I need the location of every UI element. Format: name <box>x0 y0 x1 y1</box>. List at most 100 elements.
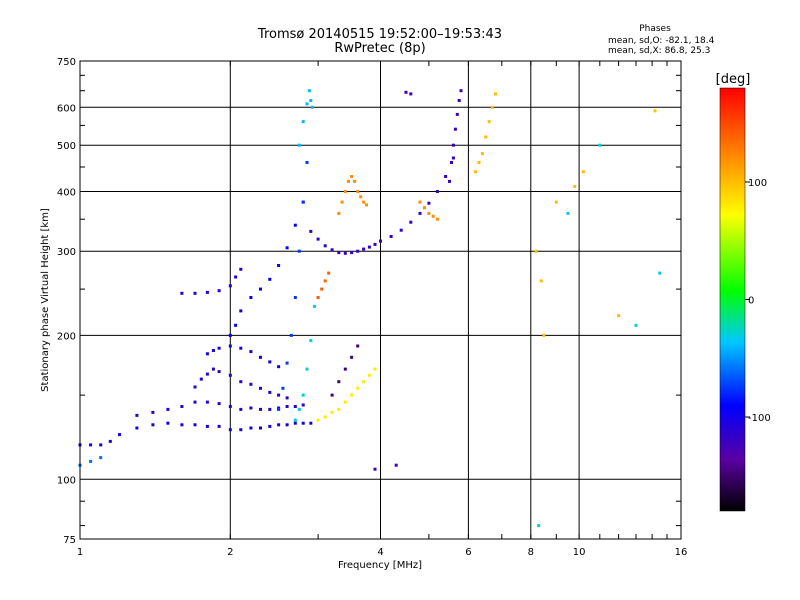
y-tick-label: 600 <box>57 103 76 114</box>
data-point <box>457 99 461 102</box>
colorbar-label: [deg] <box>716 72 751 87</box>
x-tick-label: 1 <box>77 547 83 558</box>
data-point <box>581 170 585 174</box>
data-point <box>418 200 422 204</box>
data-point <box>451 143 455 147</box>
data-point <box>490 105 494 109</box>
data-point <box>180 405 184 408</box>
data-point <box>484 135 488 139</box>
data-point <box>435 217 439 221</box>
data-point <box>362 200 366 204</box>
data-point <box>151 423 155 427</box>
data-point <box>658 271 662 275</box>
data-point <box>367 373 371 377</box>
data-point <box>297 407 301 411</box>
data-point <box>554 200 558 204</box>
data-point <box>617 314 621 318</box>
data-point <box>539 279 543 283</box>
colorbar-tick-label: 100 <box>748 178 767 189</box>
data-point <box>99 456 103 460</box>
data-point <box>249 406 253 410</box>
data-point <box>435 190 439 193</box>
data-point <box>313 304 316 308</box>
data-point <box>450 161 453 164</box>
colorbar <box>719 87 746 512</box>
x-tick-label: 4 <box>377 547 383 558</box>
data-point <box>268 390 272 394</box>
ticks-layer: 1 2 4 6 8 10 16 75 100 200 300 400 500 600 750 <box>57 57 687 558</box>
x-tick-label: 16 <box>675 547 688 558</box>
data-point <box>217 370 221 374</box>
colorbar-tick-label: -100 <box>748 413 771 424</box>
data-point <box>118 433 121 437</box>
data-point <box>305 161 309 164</box>
data-point <box>320 287 324 291</box>
data-point <box>277 264 281 267</box>
data-point <box>285 361 289 365</box>
data-point <box>356 344 360 348</box>
data-point <box>228 284 232 288</box>
data-point <box>487 120 491 124</box>
data-point <box>316 296 320 299</box>
chart-subtitle: RwPretec (8p) <box>334 41 425 56</box>
y-tick-label: 300 <box>57 247 76 258</box>
data-point <box>459 89 463 93</box>
data-point <box>337 251 341 255</box>
data-point <box>305 102 309 106</box>
data-point <box>259 407 262 411</box>
data-point <box>634 323 638 327</box>
y-tick-label: 750 <box>57 57 76 68</box>
x-tick-label: 2 <box>227 547 233 558</box>
data-point <box>301 421 305 425</box>
data-point <box>301 120 305 124</box>
data-point <box>309 99 313 102</box>
data-point <box>343 251 347 255</box>
data-point <box>289 333 293 337</box>
data-point <box>373 467 377 471</box>
data-point <box>362 380 366 384</box>
data-point <box>268 277 272 281</box>
data-point <box>359 195 363 199</box>
data-point <box>431 214 435 218</box>
data-point <box>297 249 301 253</box>
data-point <box>418 211 422 215</box>
data-point <box>228 344 232 348</box>
data-point <box>293 421 297 425</box>
x-axis-label: Frequency [MHz] <box>338 560 422 571</box>
data-point <box>373 242 377 246</box>
colorbar-ticks: 100 0 -100 <box>745 178 771 424</box>
data-point <box>228 428 232 432</box>
data-point <box>239 267 243 271</box>
data-point <box>277 365 281 369</box>
colorbar-tick-label: 0 <box>748 296 754 307</box>
data-point <box>353 179 357 183</box>
y-axis-label: Stationary phase Virtual Height [km] <box>40 208 51 392</box>
data-point <box>239 346 243 350</box>
data-point <box>477 161 481 164</box>
data-point <box>166 421 170 425</box>
data-point <box>350 393 354 397</box>
data-point <box>293 405 297 408</box>
data-point <box>234 323 238 327</box>
data-point <box>330 393 334 397</box>
data-point <box>307 89 311 93</box>
data-point <box>537 524 541 528</box>
data-point <box>249 350 253 354</box>
data-point <box>193 423 197 427</box>
data-point <box>379 239 382 243</box>
data-point <box>323 415 327 419</box>
data-point <box>330 248 334 252</box>
data-point <box>301 403 305 407</box>
data-point <box>297 143 301 147</box>
data-point <box>399 228 403 232</box>
data-point <box>211 367 215 371</box>
data-point <box>239 407 243 411</box>
data-point <box>217 402 221 406</box>
data-point <box>217 289 221 293</box>
data-point <box>365 203 368 207</box>
data-point <box>309 229 313 233</box>
data-point <box>228 373 232 377</box>
data-point <box>309 421 313 425</box>
data-point <box>346 179 350 183</box>
